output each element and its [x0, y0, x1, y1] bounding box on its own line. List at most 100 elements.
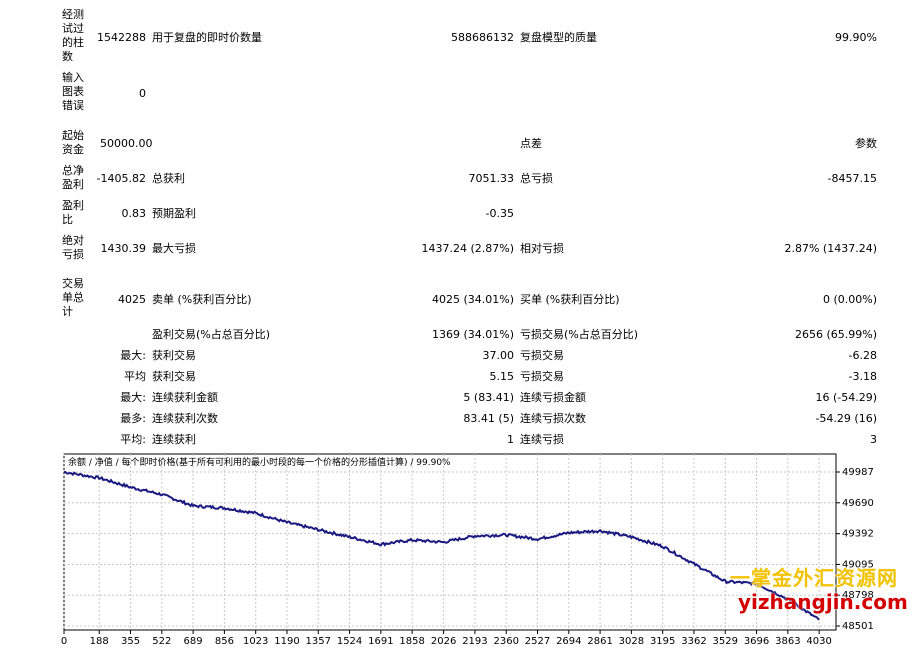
y-tick-label: 48798: [842, 590, 874, 601]
detail-label-2: 亏损交易: [520, 370, 564, 383]
deposit-value: 50000.00: [100, 137, 153, 150]
mismatch-label: 输入图表错误: [62, 71, 84, 112]
detail-label-2: 连续亏损次数: [520, 412, 586, 425]
detail-label-1: 获利交易: [152, 370, 196, 383]
detail-value-2: -54.29 (16): [815, 412, 877, 425]
spread-value: 参数: [855, 137, 877, 150]
detail-label-2: 连续亏损金额: [520, 391, 586, 404]
x-tick-label: 3028: [619, 636, 644, 647]
x-tick-label: 355: [121, 636, 140, 647]
total-trades-value: 4025: [118, 293, 146, 306]
x-tick-label: 3362: [681, 636, 706, 647]
profit-trades-label: 盈利交易(%占总百分比): [152, 328, 271, 341]
x-tick-label: 1691: [368, 636, 393, 647]
x-tick-label: 3863: [775, 636, 800, 647]
x-tick-label: 2026: [431, 636, 456, 647]
gross-profit-label: 总获利: [152, 172, 185, 185]
x-tick-label: 3696: [744, 636, 769, 647]
detail-value-2: -3.18: [848, 370, 877, 383]
x-tick-label: 2360: [493, 636, 518, 647]
rel-drawdown-value: 2.87% (1437.24): [784, 242, 877, 255]
balance-chart: 余额 / 净值 / 每个即时价格(基于所有可利用的最小时段的每一个价格的分形插值…: [60, 452, 902, 648]
gross-loss-label: 总亏损: [520, 172, 553, 185]
bars-tested-value: 1542288: [97, 31, 146, 44]
x-tick-label: 3195: [650, 636, 675, 647]
detail-prefix: 平均: [124, 370, 146, 383]
x-tick-label: 2193: [462, 636, 487, 647]
abs-drawdown-label: 绝对亏损: [62, 234, 84, 261]
y-tick-label: 49392: [842, 529, 874, 540]
short-label: 卖单 (%获利百分比): [152, 293, 252, 306]
detail-label-1: 获利交易: [152, 349, 196, 362]
mismatch-value: 0: [139, 87, 146, 100]
spread-label: 点差: [520, 137, 542, 150]
detail-value-2: 16 (-54.29): [815, 391, 877, 404]
expected-payoff-label: 预期盈利: [152, 207, 196, 220]
x-tick-label: 1190: [274, 636, 299, 647]
gross-profit-value: 7051.33: [468, 172, 515, 185]
ticks-value: 588686132: [451, 31, 514, 44]
short-value: 4025 (34.01%): [431, 293, 514, 306]
profit-factor-label: 盈利比: [62, 199, 84, 226]
long-value: 0 (0.00%): [822, 293, 877, 306]
detail-label-2: 亏损交易: [520, 349, 564, 362]
x-tick-label: 1524: [337, 636, 362, 647]
detail-value-1: 5.15: [489, 370, 515, 383]
detail-prefix: 最多:: [120, 412, 146, 425]
net-profit-value: -1405.82: [96, 172, 146, 185]
detail-label-1: 连续获利次数: [152, 412, 218, 425]
detail-label-2: 连续亏损: [520, 433, 564, 446]
rel-drawdown-label: 相对亏损: [520, 242, 564, 255]
detail-value-2: -6.28: [848, 349, 877, 362]
ticks-label: 用于复盘的即时价数量: [152, 31, 262, 44]
x-tick-label: 856: [215, 636, 234, 647]
detail-value-1: 1: [507, 433, 514, 446]
x-tick-label: 689: [184, 636, 203, 647]
detail-prefix: 平均:: [120, 433, 146, 446]
loss-trades-value: 2656 (65.99%): [794, 328, 877, 341]
detail-prefix: 最大:: [120, 391, 146, 404]
detail-value-1: 37.00: [482, 349, 515, 362]
profit-factor-value: 0.83: [121, 207, 147, 220]
abs-drawdown-value: 1430.39: [100, 242, 147, 255]
x-tick-label: 188: [90, 636, 109, 647]
net-profit-label: 总净盈利: [62, 164, 84, 191]
detail-label-1: 连续获利: [152, 433, 196, 446]
balance-chart-svg: 余额 / 净值 / 每个即时价格(基于所有可利用的最小时段的每一个价格的分形插值…: [61, 453, 874, 647]
x-tick-label: 2527: [525, 636, 550, 647]
x-tick-label: 1357: [306, 636, 331, 647]
long-label: 买单 (%获利百分比): [520, 293, 620, 306]
x-tick-label: 1023: [243, 636, 268, 647]
profit-trades-value: 1369 (34.01%): [431, 328, 514, 341]
bars-tested-label: 经测试过的柱数: [62, 8, 84, 63]
x-tick-label: 3529: [713, 636, 738, 647]
x-tick-label: 4030: [806, 636, 831, 647]
watermark-title: 一掌金外汇资源网: [730, 566, 898, 590]
x-tick-label: 522: [152, 636, 171, 647]
expected-payoff-value: -0.35: [485, 207, 514, 220]
gross-loss-value: -8457.15: [827, 172, 877, 185]
balance-series-line: [63, 471, 820, 621]
x-tick-label: 2861: [587, 636, 612, 647]
detail-value-1: 5 (83.41): [463, 391, 514, 404]
loss-trades-label: 亏损交易(%占总百分比): [520, 328, 639, 341]
max-drawdown-label: 最大亏损: [152, 242, 196, 255]
detail-label-1: 连续获利金额: [152, 391, 218, 404]
total-trades-label: 交易单总计: [62, 277, 84, 318]
plot-frame: [63, 453, 837, 631]
x-tick-label: 0: [61, 636, 67, 647]
y-tick-label: 49987: [842, 467, 874, 478]
x-tick-label: 1858: [399, 636, 424, 647]
y-tick-label: 48501: [842, 621, 874, 632]
chart-header: 余额 / 净值 / 每个即时价格(基于所有可利用的最小时段的每一个价格的分形插值…: [68, 456, 451, 468]
deposit-label: 起始资金: [62, 129, 84, 156]
y-tick-label: 49095: [842, 559, 874, 570]
detail-prefix: 最大:: [120, 349, 146, 362]
watermark-url: yizhangjin.com: [738, 590, 908, 614]
quality-value: 99.90%: [835, 31, 877, 44]
max-drawdown-value: 1437.24 (2.87%): [421, 242, 514, 255]
detail-value-2: 3: [870, 433, 877, 446]
x-tick-label: 2694: [556, 636, 581, 647]
y-tick-label: 49690: [842, 498, 874, 509]
quality-label: 复盘模型的质量: [520, 31, 597, 44]
